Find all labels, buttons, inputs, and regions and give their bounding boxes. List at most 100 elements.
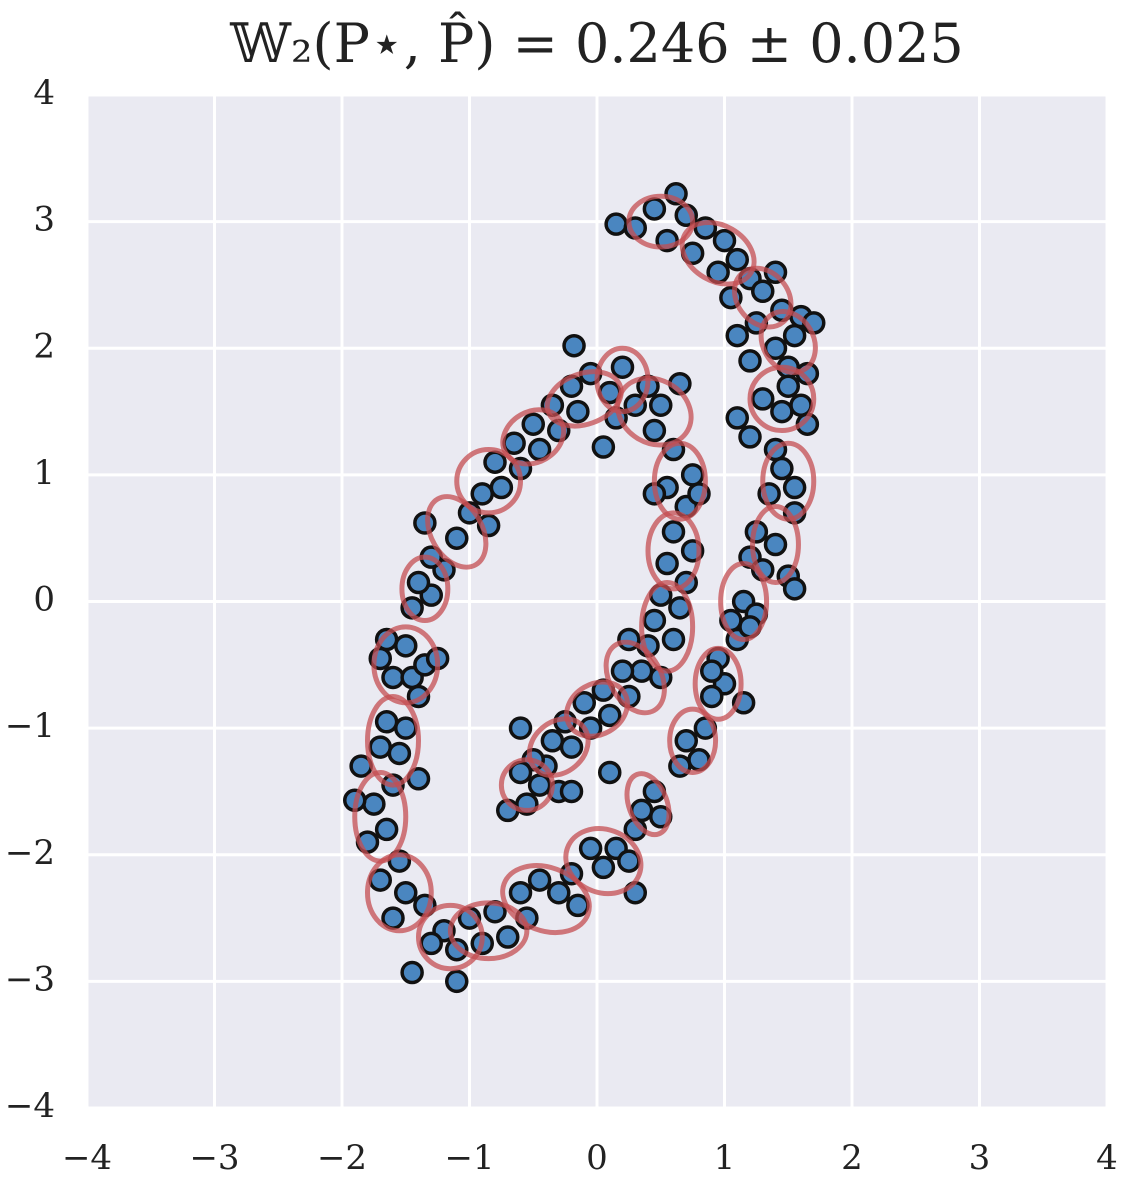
point [782,475,807,500]
component [454,447,523,516]
point [661,520,686,544]
component [603,639,667,716]
point [770,456,794,481]
component [639,580,696,674]
point [527,773,552,797]
x-tick-label: 4 [1096,1138,1118,1176]
point [413,511,437,535]
point [566,893,590,918]
point [572,691,596,715]
y-tick-label: −1 [5,706,55,746]
point [562,333,586,358]
component [365,693,421,788]
point [770,399,794,424]
point [642,197,667,221]
component [747,364,817,434]
point [661,627,686,652]
point [419,931,443,956]
point [502,431,526,455]
component [679,219,757,287]
component [416,902,485,972]
point [508,880,533,905]
point [368,735,392,759]
point [598,760,622,785]
y-tick-label: −2 [5,833,55,873]
x-tick-label: −4 [62,1138,112,1176]
component [365,852,434,934]
point [527,868,552,892]
component [651,440,708,522]
point [508,716,533,740]
point [489,475,514,500]
point [400,960,424,985]
point [394,634,418,658]
point [680,463,705,487]
y-tick-label: −4 [5,1086,55,1126]
x-tick-label: −3 [189,1138,239,1176]
point [642,608,667,633]
component [692,645,744,722]
point [712,228,737,253]
point [700,659,724,683]
component [564,679,630,739]
chart-title: 𝕎₂(P⋆, P̂) = 0.246 ± 0.025 [229,11,964,75]
point [751,387,775,411]
point [406,570,431,595]
x-tick-label: 2 [841,1138,863,1176]
point [540,729,565,753]
component [732,265,794,330]
point [381,665,405,690]
point [483,450,507,474]
point [725,323,749,348]
point [578,836,603,861]
point [642,418,667,443]
point [559,735,584,759]
x-tick-label: 3 [969,1138,991,1176]
component [371,624,441,706]
component [718,561,770,642]
point [725,406,749,430]
component [626,193,696,250]
point [700,684,724,709]
component [645,510,702,592]
x-tick-label: 1 [714,1138,736,1176]
x-tick-label: −2 [317,1138,367,1176]
point [566,399,590,424]
x-tick-label: −1 [444,1138,494,1176]
y-tick-label: 3 [33,200,55,240]
component [760,440,817,522]
point [763,532,788,557]
point [738,425,762,449]
y-tick-label: 2 [33,326,55,366]
point [547,880,571,905]
point [776,374,800,398]
component [500,407,567,467]
point [610,659,635,683]
point [394,880,418,905]
point [591,855,616,880]
point [725,247,749,272]
point [604,212,628,236]
y-tick-label: −3 [5,959,55,999]
component [544,369,624,429]
point [674,729,698,753]
component [447,900,530,962]
component [750,504,801,586]
component [624,771,672,838]
point [655,551,679,576]
component [498,757,555,813]
point [649,393,673,417]
point [521,412,545,436]
component [425,494,489,570]
point [445,526,469,550]
y-tick-label: 0 [33,580,55,620]
point [591,435,616,459]
point [362,792,386,816]
component [500,863,592,936]
component [352,769,409,864]
point [445,937,469,962]
point [496,925,520,949]
component [526,716,591,778]
point [374,627,399,652]
